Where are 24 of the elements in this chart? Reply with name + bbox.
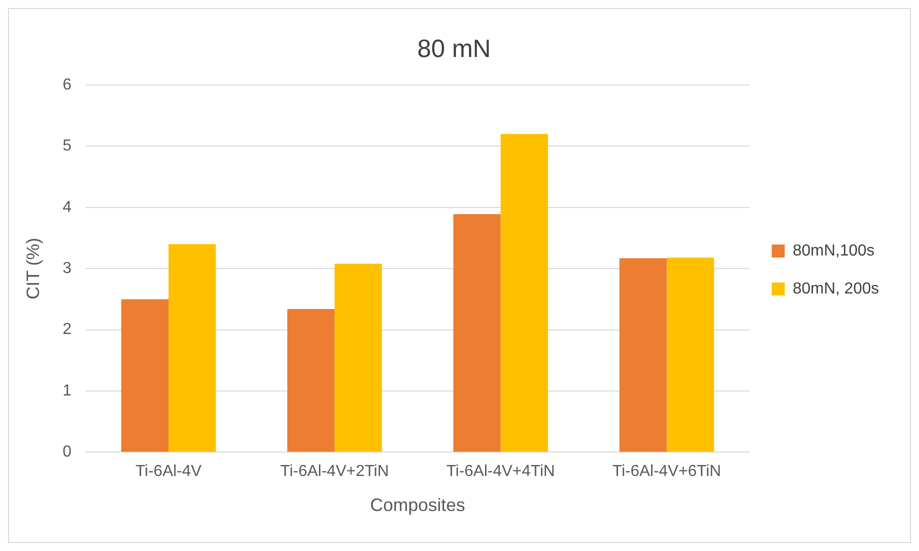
y-axis-title: CIT (%) <box>22 238 43 300</box>
y-tick-label: 3 <box>62 260 72 278</box>
y-tick-label: 0 <box>62 444 72 461</box>
bar <box>500 134 548 452</box>
legend-label: 80mN, 200s <box>792 280 879 298</box>
y-tick-label: 4 <box>62 198 72 216</box>
x-axis-title: Composites <box>370 495 466 516</box>
bar <box>334 264 382 452</box>
bar <box>168 244 216 452</box>
bar <box>287 308 335 452</box>
bar <box>121 299 169 452</box>
x-tick-label: Ti-6Al-4V+6TiN <box>612 463 722 480</box>
bar <box>619 258 667 452</box>
x-tick-label: Ti-6Al-4V+4TiN <box>446 463 555 480</box>
y-tick-label: 1 <box>62 382 72 400</box>
legend-label: 80mN,100s <box>792 242 875 260</box>
y-tick-label: 6 <box>62 76 72 94</box>
x-tick-label: Ti-6Al-4V <box>135 463 202 480</box>
bar <box>666 258 714 452</box>
chart-title: 80 mN <box>417 34 491 63</box>
bar <box>453 214 501 452</box>
y-tick-label: 2 <box>62 321 72 338</box>
x-tick-label: Ti-6Al-4V+2TiN <box>280 463 389 480</box>
y-tick-label: 5 <box>62 138 72 155</box>
